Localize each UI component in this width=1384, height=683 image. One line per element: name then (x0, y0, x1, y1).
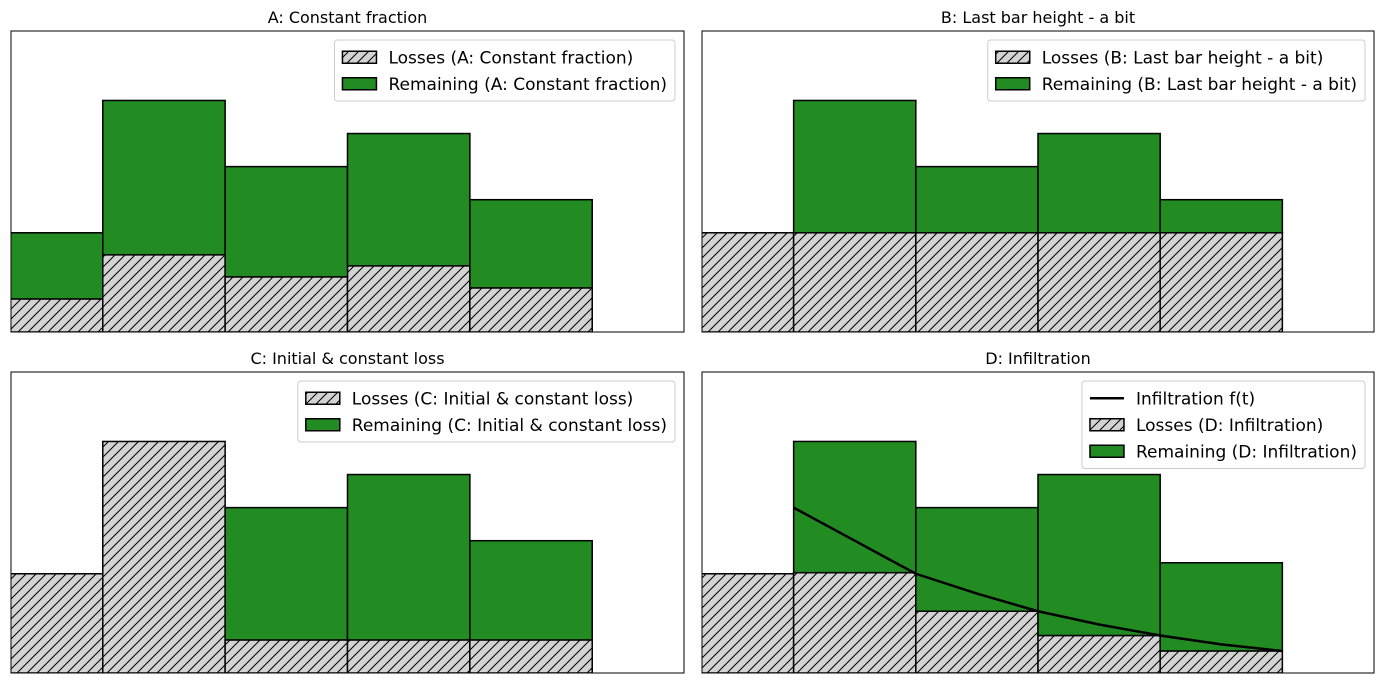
legend-box (297, 380, 676, 443)
chart-panel-2: B: Last bar height - a bit Losses (B: Las… (701, 8, 1375, 333)
remaining-bar-4 (1037, 473, 1161, 637)
remaining-bar-2 (792, 440, 917, 574)
legend-label: Remaining (A: Constant fraction) (388, 75, 667, 95)
legend-box (987, 39, 1366, 102)
remaining-bar-2 (102, 99, 226, 256)
legend-label: Losses (A: Constant fraction) (388, 48, 633, 68)
legend-label: Losses (B: Last bar height - a bit) (1042, 48, 1324, 68)
remaining-bar-4 (346, 473, 471, 641)
remaining-bar-3 (915, 165, 1039, 234)
legend-losses-swatch (305, 391, 341, 405)
remaining-bar-5 (469, 539, 593, 641)
remaining-bar-5 (1159, 198, 1284, 234)
legend-label: Remaining (C: Initial & constant loss) (352, 416, 667, 436)
remaining-bar-2 (792, 99, 917, 234)
axes-frame (10, 30, 685, 333)
legend-losses-swatch (994, 50, 1031, 64)
legend: Infiltration f(t) Losses (D: Infiltration… (1081, 380, 1366, 469)
axes-frame (701, 30, 1375, 333)
losses-bar-4 (346, 265, 471, 332)
remaining-bar-3 (915, 506, 1039, 613)
legend: Losses (A: Constant fraction) Remaining (… (333, 39, 676, 102)
losses-bar-1 (702, 232, 795, 332)
remaining-bar-4 (346, 132, 471, 267)
legend-losses-swatch (1089, 418, 1125, 432)
legend-losses-swatch (341, 50, 378, 64)
axes-frame (701, 371, 1375, 674)
chart-title: B: Last bar height - a bit (941, 8, 1135, 27)
legend-box (1081, 380, 1366, 469)
remaining-bar-3 (224, 506, 349, 641)
losses-bar-5 (1159, 650, 1284, 673)
losses-bar-2 (102, 440, 226, 673)
legend-remaining-swatch (1089, 444, 1125, 458)
legend-box (333, 39, 676, 102)
plot-area (702, 99, 1284, 332)
losses-bar-1 (702, 573, 795, 673)
losses-bar-5 (469, 287, 593, 332)
legend-remaining-swatch (341, 77, 378, 91)
legend-label: Losses (D: Infiltration) (1136, 416, 1323, 436)
remaining-bar-1 (11, 232, 104, 300)
remaining-bar-5 (469, 198, 593, 289)
infiltration-line (793, 506, 1283, 653)
losses-bar-4 (1037, 232, 1161, 332)
legend-label: Losses (C: Initial & constant loss) (352, 389, 634, 409)
legend: Losses (C: Initial & constant loss) Remai… (297, 380, 676, 443)
losses-bar-3 (915, 610, 1039, 673)
losses-bar-2 (792, 232, 917, 332)
losses-bar-4 (346, 639, 471, 673)
chart-panel-3: C: Initial & constant loss Losses (C: Ini… (10, 349, 685, 674)
plot-area (702, 440, 1284, 673)
losses-bar-3 (224, 276, 349, 332)
losses-bar-1 (11, 573, 104, 673)
chart-title: A: Constant fraction (268, 8, 428, 27)
axes-frame (10, 371, 685, 674)
losses-bar-1 (11, 298, 104, 332)
legend-remaining-swatch (994, 77, 1031, 91)
remaining-bar-5 (1159, 561, 1284, 652)
remaining-bar-4 (1037, 132, 1161, 234)
legend: Losses (B: Last bar height - a bit) Remai… (987, 39, 1366, 102)
plot-area (11, 99, 593, 332)
remaining-bar-3 (224, 165, 349, 278)
legend-label: Remaining (D: Infiltration) (1136, 442, 1357, 462)
losses-bar-5 (469, 639, 593, 673)
losses-bar-2 (102, 254, 226, 332)
chart-title: D: Infiltration (985, 349, 1090, 368)
plot-area (11, 440, 593, 673)
legend-remaining-swatch (305, 418, 341, 432)
chart-panel-4: D: Infiltration Infiltration f(t) Losses (… (701, 349, 1375, 674)
losses-bar-4 (1037, 634, 1161, 673)
legend-label: Remaining (B: Last bar height - a bit) (1042, 75, 1357, 95)
losses-bar-3 (224, 639, 349, 673)
chart-panel-1: A: Constant fraction Losses (A: Constant … (10, 8, 685, 333)
chart-panels: A: Constant fraction Losses (A: Constant … (10, 8, 1375, 674)
losses-bar-3 (915, 232, 1039, 332)
losses-bar-2 (792, 571, 917, 673)
losses-bar-5 (1159, 232, 1284, 332)
legend-label: Infiltration f(t) (1136, 389, 1255, 409)
chart-title: C: Initial & constant loss (250, 349, 444, 368)
